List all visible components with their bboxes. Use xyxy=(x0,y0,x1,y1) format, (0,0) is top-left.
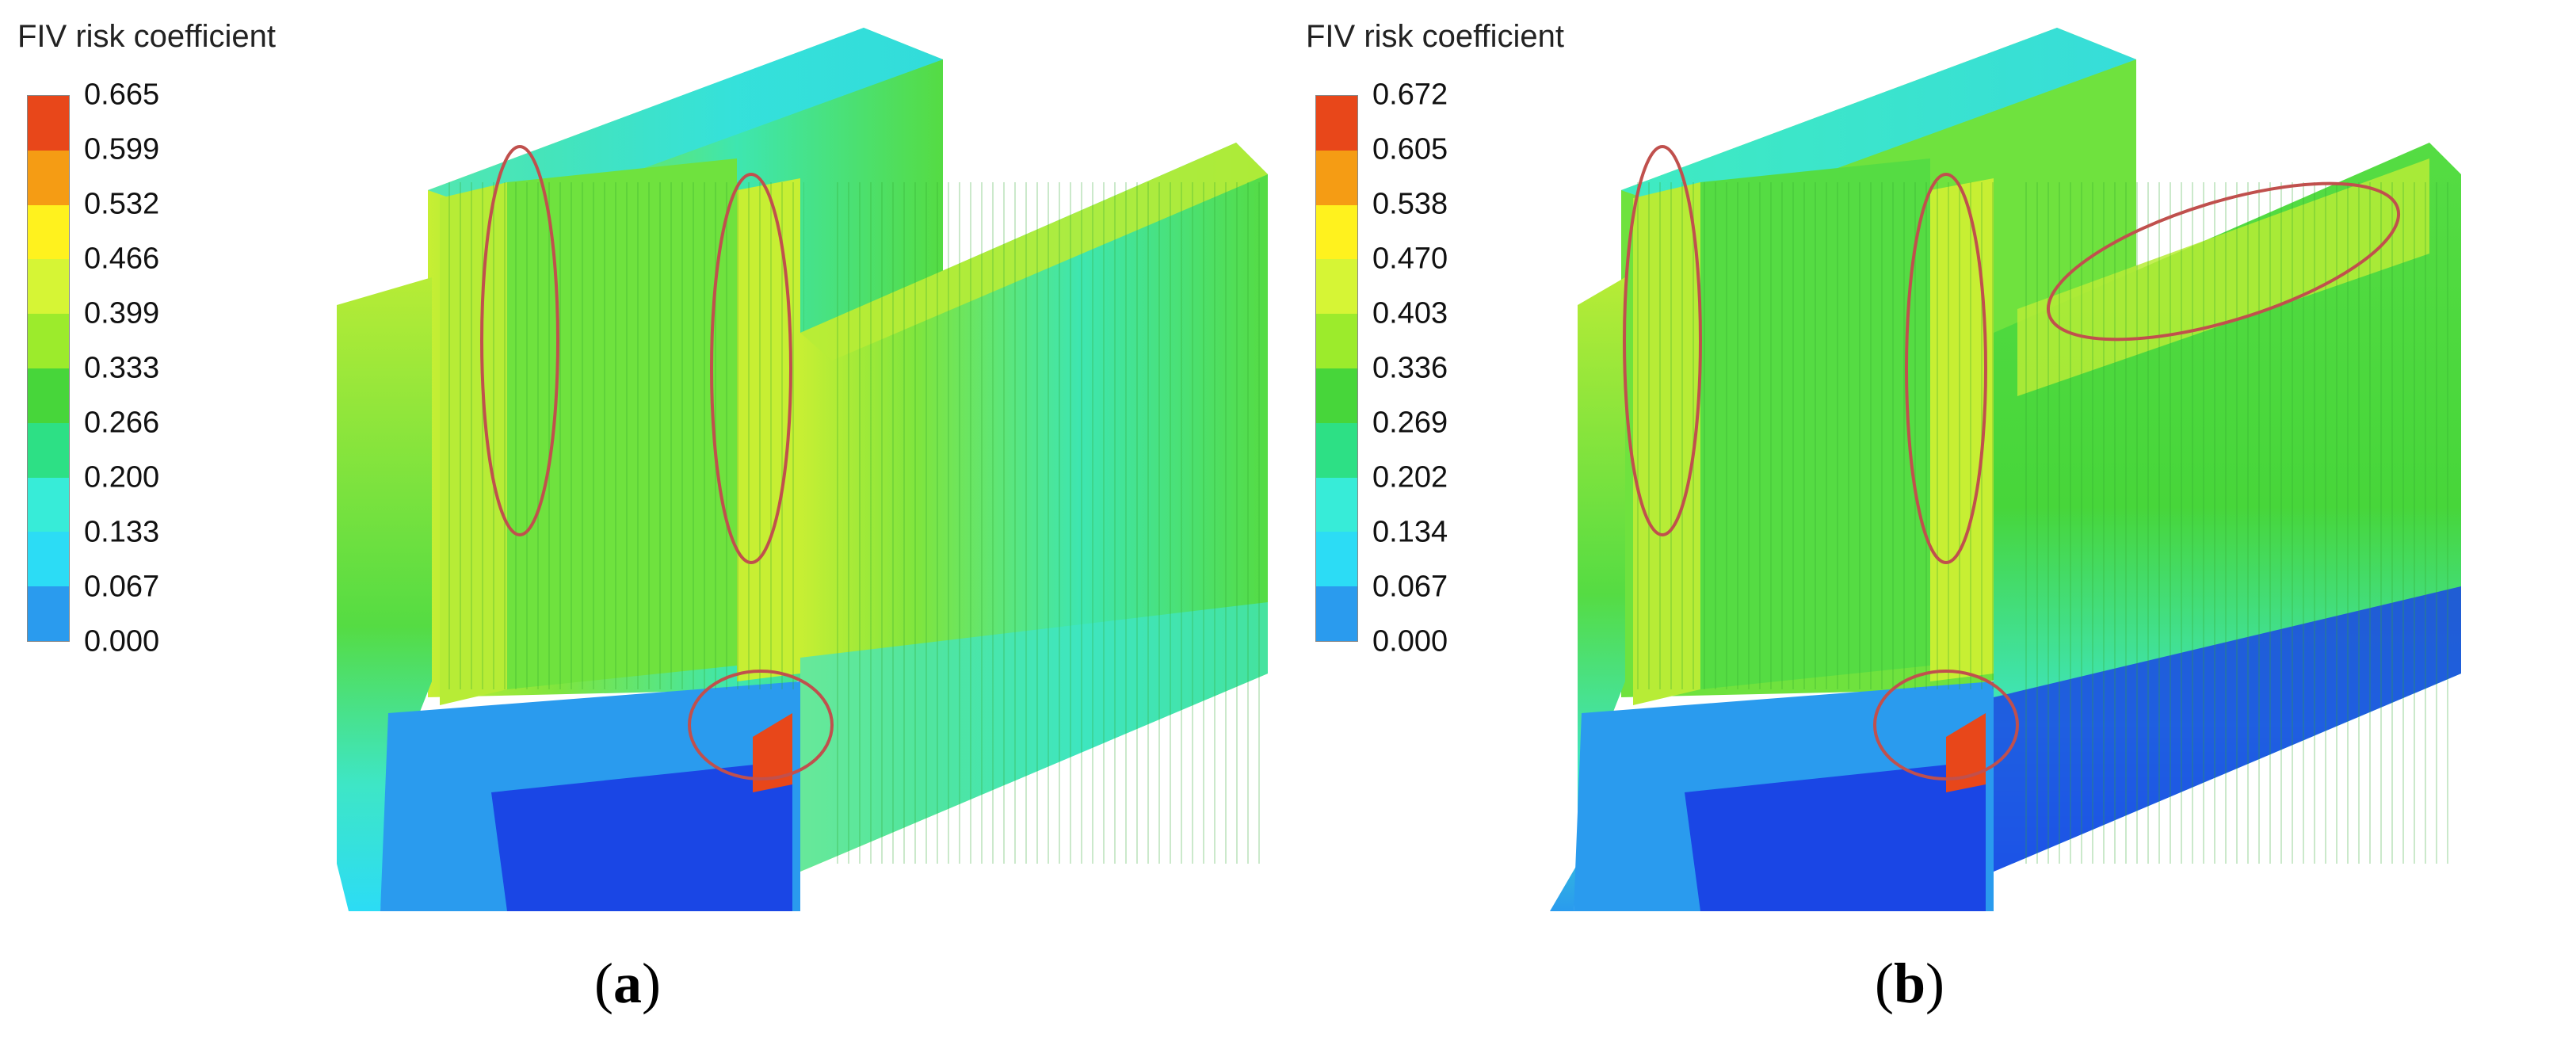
legend-tick: 0.067 xyxy=(1372,570,1448,604)
tube-bundle-top xyxy=(1621,28,2136,218)
legend-tick: 0.333 xyxy=(84,351,160,385)
colorbar-swatch xyxy=(1316,259,1357,315)
colorbar-swatch xyxy=(1316,204,1357,260)
legend-tick: 0.133 xyxy=(84,515,160,549)
colorbar-swatch xyxy=(28,96,69,151)
fiv-contour-model xyxy=(337,28,1268,911)
legend-title: FIV risk coefficient xyxy=(17,19,277,54)
legend-tick: 0.134 xyxy=(1372,515,1448,549)
tube-striations xyxy=(1633,182,1998,689)
panel-a: FIV risk coefficient 0.665 0.599 0.532 0… xyxy=(17,19,1268,1015)
tube-bundle-left-side xyxy=(337,277,432,911)
legend-title: FIV risk coefficient xyxy=(1306,19,1565,54)
low-risk-region xyxy=(491,761,792,911)
colorbar-swatch xyxy=(28,368,69,423)
legend-tick: 0.466 xyxy=(84,242,160,276)
colorbar-swatch xyxy=(1316,368,1357,423)
colorbar xyxy=(1315,95,1358,642)
legend-tick: 0.000 xyxy=(84,624,160,658)
legend-tick: 0.599 xyxy=(84,132,160,166)
tube-striations xyxy=(2025,182,2453,864)
legend-tick: 0.000 xyxy=(1372,624,1448,658)
legend-tick: 0.336 xyxy=(1372,351,1448,385)
colorbar-swatch xyxy=(1316,150,1357,205)
highlight-ellipse xyxy=(2046,181,2401,342)
legend-tick: 0.665 xyxy=(84,78,160,112)
tube-striations xyxy=(440,182,804,689)
colorbar-swatch xyxy=(28,532,69,587)
highlight-ellipse xyxy=(688,670,834,780)
legend-tick: 0.200 xyxy=(84,460,160,494)
highlight-ellipse xyxy=(1905,173,1987,564)
legend-tick: 0.403 xyxy=(1372,296,1448,330)
highlight-ellipse xyxy=(1873,670,2019,780)
legend-tick: 0.672 xyxy=(1372,78,1448,112)
legend-tick: 0.538 xyxy=(1372,187,1448,221)
highlight-ellipse xyxy=(1623,145,1702,536)
fiv-contour-model xyxy=(1550,28,2461,911)
legend-tick: 0.202 xyxy=(1372,460,1448,494)
hotspot xyxy=(753,713,792,792)
tube-bundle-left-side xyxy=(1550,277,1625,911)
low-risk-region xyxy=(1685,761,1986,911)
colorbar-swatch xyxy=(28,586,69,641)
colorbar-swatch xyxy=(1316,532,1357,587)
colorbar-swatch xyxy=(28,314,69,368)
legend-tick: 0.470 xyxy=(1372,242,1448,276)
panel-b: FIV risk coefficient 0.672 0.605 0.538 0… xyxy=(1288,0,2576,1038)
legend-tick: 0.269 xyxy=(1372,406,1448,440)
panel-caption: (b) xyxy=(1875,952,1945,1015)
legend-tick: 0.067 xyxy=(84,570,160,604)
colorbar-swatch xyxy=(1316,477,1357,532)
tube-striations xyxy=(832,182,1260,864)
panel-caption: (a) xyxy=(594,952,661,1015)
colorbar-swatch xyxy=(28,477,69,532)
colorbar-swatch xyxy=(1316,586,1357,641)
colorbar-swatch xyxy=(28,422,69,478)
legend-tick: 0.266 xyxy=(84,406,160,440)
colorbar-swatch xyxy=(1316,422,1357,478)
colorbar-swatch xyxy=(28,204,69,260)
colorbar-swatch xyxy=(28,259,69,315)
legend-tick: 0.532 xyxy=(84,187,160,221)
highlight-ellipse xyxy=(710,173,792,564)
colorbar-swatch xyxy=(28,150,69,205)
tube-bundle-top xyxy=(428,28,943,218)
legend-tick: 0.605 xyxy=(1372,132,1448,166)
highlight-ellipse xyxy=(480,145,559,536)
colorbar-swatch xyxy=(1316,314,1357,368)
legend-tick: 0.399 xyxy=(84,296,160,330)
colorbar xyxy=(27,95,70,642)
colorbar-swatch xyxy=(1316,96,1357,151)
